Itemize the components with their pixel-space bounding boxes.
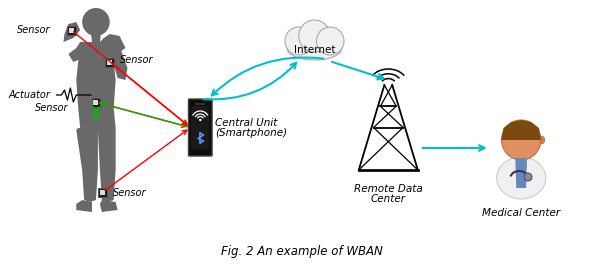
Text: Center: Center: [371, 194, 406, 204]
Polygon shape: [502, 120, 541, 140]
Text: Central Unit: Central Unit: [215, 117, 277, 128]
Polygon shape: [78, 108, 115, 130]
Text: Actuator: Actuator: [9, 90, 51, 100]
Polygon shape: [112, 44, 127, 80]
Text: Medical Center: Medical Center: [482, 208, 560, 218]
Polygon shape: [76, 42, 115, 112]
Polygon shape: [98, 128, 115, 202]
FancyBboxPatch shape: [105, 58, 114, 66]
FancyBboxPatch shape: [67, 25, 76, 35]
Polygon shape: [68, 42, 92, 62]
FancyBboxPatch shape: [192, 106, 209, 149]
Polygon shape: [100, 34, 126, 55]
Circle shape: [502, 120, 541, 160]
FancyBboxPatch shape: [69, 28, 74, 32]
Ellipse shape: [287, 38, 342, 60]
FancyBboxPatch shape: [195, 103, 205, 105]
Polygon shape: [64, 22, 80, 42]
Text: Fig. 2 An example of WBAN: Fig. 2 An example of WBAN: [221, 245, 383, 258]
Circle shape: [537, 136, 545, 144]
FancyBboxPatch shape: [101, 189, 105, 195]
Ellipse shape: [285, 27, 312, 55]
Polygon shape: [76, 200, 92, 212]
FancyBboxPatch shape: [98, 188, 107, 196]
Circle shape: [82, 8, 109, 36]
Circle shape: [524, 173, 532, 181]
Ellipse shape: [317, 27, 344, 55]
Polygon shape: [100, 200, 118, 212]
Text: Sensor: Sensor: [120, 55, 153, 65]
Ellipse shape: [299, 20, 330, 52]
FancyBboxPatch shape: [189, 99, 212, 156]
FancyBboxPatch shape: [93, 99, 98, 105]
Text: (Smartphone): (Smartphone): [215, 128, 287, 139]
FancyBboxPatch shape: [92, 98, 101, 106]
Text: Sensor: Sensor: [35, 103, 68, 113]
FancyBboxPatch shape: [107, 59, 112, 65]
Text: Sensor: Sensor: [17, 25, 51, 35]
Polygon shape: [91, 34, 101, 42]
Text: Sensor: Sensor: [112, 188, 146, 198]
Ellipse shape: [497, 157, 546, 199]
Text: Remote Data: Remote Data: [354, 184, 422, 194]
Polygon shape: [76, 128, 98, 202]
Polygon shape: [515, 158, 527, 188]
Circle shape: [199, 119, 202, 121]
Text: Internet: Internet: [294, 45, 335, 55]
